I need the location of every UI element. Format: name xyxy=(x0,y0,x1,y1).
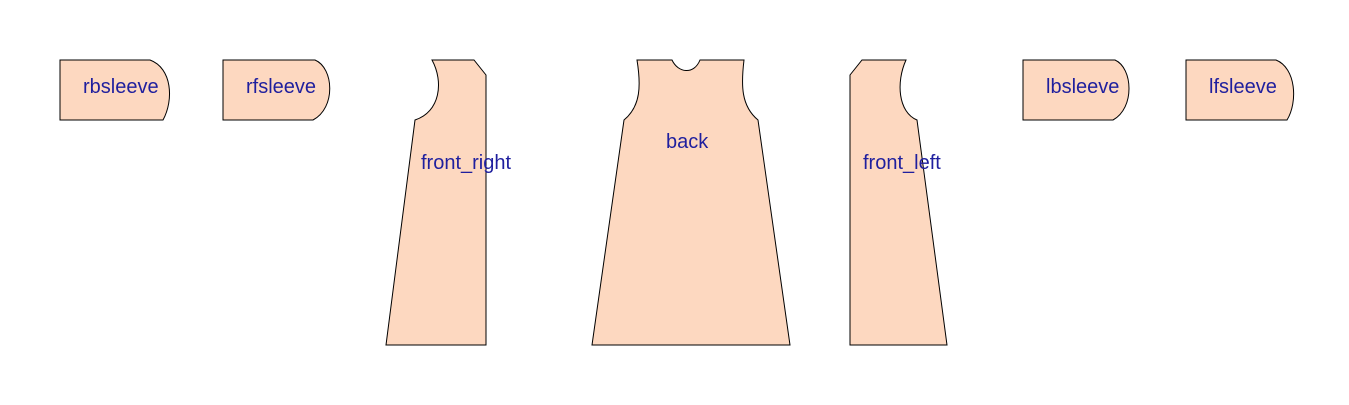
piece-rbsleeve-label: rbsleeve xyxy=(83,76,159,98)
piece-front-right-shape xyxy=(385,59,487,346)
piece-back: back xyxy=(591,59,791,346)
piece-lfsleeve-label: lfsleeve xyxy=(1209,76,1277,98)
piece-lbsleeve-shape xyxy=(1022,59,1130,121)
piece-lfsleeve: lfsleeve xyxy=(1185,59,1295,121)
piece-front-right: front_right xyxy=(385,59,511,346)
piece-rbsleeve: rbsleeve xyxy=(59,59,170,121)
piece-rfsleeve-shape xyxy=(222,59,331,121)
piece-front-left-shape xyxy=(849,59,948,346)
piece-rfsleeve-label: rfsleeve xyxy=(246,76,316,98)
piece-lfsleeve-shape xyxy=(1185,59,1295,121)
piece-rbsleeve-shape xyxy=(59,59,170,121)
piece-lbsleeve: lbsleeve xyxy=(1022,59,1130,121)
piece-front-right-label: front_right xyxy=(421,152,511,174)
piece-front-left-label: front_left xyxy=(863,152,941,174)
piece-back-label: back xyxy=(666,131,709,153)
piece-lbsleeve-label: lbsleeve xyxy=(1046,76,1119,98)
piece-back-shape xyxy=(591,59,791,346)
piece-rfsleeve: rfsleeve xyxy=(222,59,331,121)
piece-front-left: front_left xyxy=(849,59,948,346)
